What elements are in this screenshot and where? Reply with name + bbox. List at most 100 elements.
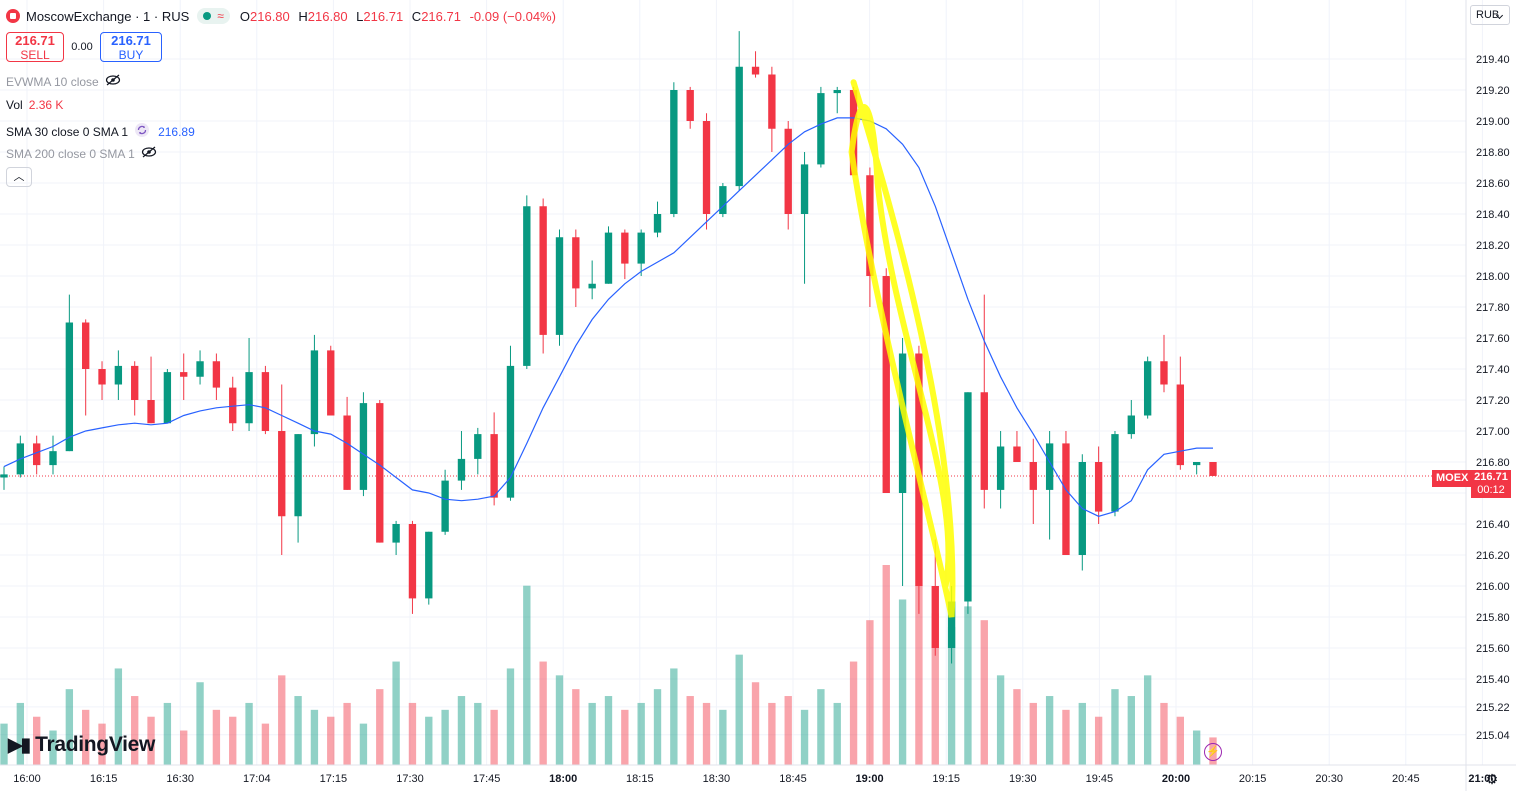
candle-body <box>506 365 515 498</box>
volume-bar <box>49 730 57 765</box>
candle-body <box>261 372 270 431</box>
x-tick-label: 18:45 <box>779 773 807 785</box>
volume-bar <box>1111 689 1119 765</box>
lightning-icon[interactable]: ⚡ <box>1204 743 1222 761</box>
volume-bar <box>588 702 596 765</box>
yellow-highlight-annotation <box>848 79 956 618</box>
volume-bar <box>702 702 711 765</box>
volume-bar <box>229 716 237 765</box>
volume-bar <box>604 696 613 765</box>
wave-icon: ≈ <box>217 9 224 23</box>
volume-bar <box>686 696 694 765</box>
bar-countdown: 00:12 <box>1477 484 1505 496</box>
x-tick-label: 16:15 <box>90 773 118 785</box>
candle-body <box>702 121 711 214</box>
volume-bar <box>1160 702 1168 765</box>
high-value: 216.80 <box>307 8 348 24</box>
candle-body <box>114 365 123 385</box>
y-tick-label: 216.20 <box>1476 550 1510 562</box>
candle-body <box>65 322 74 452</box>
volume-bar <box>980 620 988 765</box>
collapse-legend-button[interactable]: ︿ <box>6 167 32 187</box>
sell-button[interactable]: 216.71 SELL <box>6 32 64 62</box>
indicator-evwma[interactable]: EVWMA 10 close <box>6 74 121 89</box>
change-value: -0.09 (−0.04%) <box>469 8 556 24</box>
volume-bar <box>98 723 106 765</box>
low-key: L <box>356 8 364 24</box>
volume-bar <box>261 723 270 765</box>
candle-body <box>245 372 253 424</box>
candle-body <box>147 400 155 424</box>
y-tick-label: 218.80 <box>1476 147 1510 159</box>
candle-body <box>947 601 956 648</box>
indicator-sma200[interactable]: SMA 200 close 0 SMA 1 <box>6 146 157 161</box>
candle-body <box>392 524 400 543</box>
candle-body <box>1143 361 1152 416</box>
sell-price: 216.71 <box>15 33 55 48</box>
buy-button[interactable]: 216.71 BUY <box>100 32 162 62</box>
candle-body <box>425 531 433 599</box>
y-tick-label: 216.40 <box>1476 519 1510 531</box>
candle-body <box>343 415 351 490</box>
volume-bar <box>16 702 25 765</box>
x-tick-label: 17:30 <box>396 773 424 785</box>
candle-body <box>833 90 841 94</box>
candle-body <box>163 372 172 424</box>
y-tick-label: 217.20 <box>1476 395 1510 407</box>
volume-bar <box>1045 696 1054 765</box>
volume-bar <box>1127 696 1135 765</box>
eye-hidden-icon[interactable] <box>141 146 157 161</box>
indicator-sma30[interactable]: SMA 30 close 0 SMA 1 216.89 <box>6 122 195 141</box>
candle-body <box>637 232 645 264</box>
x-tick-label: 20:30 <box>1315 773 1343 785</box>
eye-hidden-icon[interactable] <box>105 74 121 89</box>
x-tick-label: 17:15 <box>320 773 348 785</box>
market-status-pill[interactable]: ≈ <box>197 8 230 24</box>
currency-select[interactable]: RUB <box>1470 5 1510 25</box>
candle-body <box>768 74 776 129</box>
exchange-tag: MOEX <box>1432 470 1473 487</box>
candle-body <box>866 175 874 276</box>
last-price-tag: 216.71 00:12 <box>1471 470 1511 498</box>
candle-body <box>1127 415 1135 435</box>
volume-bar <box>1192 730 1201 765</box>
volume-bar <box>653 689 662 765</box>
candle-body <box>523 206 531 366</box>
symbol-title[interactable]: MoscowExchange · 1 · RUS <box>26 8 190 24</box>
candle-body <box>212 361 221 388</box>
y-tick-label: 216.80 <box>1476 457 1510 469</box>
volume-bar <box>670 668 678 765</box>
volume-bar <box>180 730 188 765</box>
candle-body <box>1209 462 1217 476</box>
volume-bar <box>1062 709 1070 765</box>
candle-body <box>1111 434 1119 512</box>
x-tick-label: 19:00 <box>856 773 884 785</box>
indicator-volume[interactable]: Vol 2.36 K <box>6 98 63 112</box>
candle-body <box>1013 446 1021 462</box>
y-tick-label: 215.22 <box>1476 702 1510 714</box>
candle-body <box>588 283 596 289</box>
x-tick-label: 18:00 <box>549 773 577 785</box>
candle-body <box>441 480 449 532</box>
volume-bar <box>163 702 172 765</box>
candle-body <box>457 458 466 481</box>
chart-header: MoscowExchange · 1 · RUS ≈ O216.80 H216.… <box>6 6 561 26</box>
chart-grid <box>0 0 1483 765</box>
candle-body <box>719 186 727 214</box>
price-axis: 219.40 219.20 219.00 218.80 218.60 218.40 218.… <box>1465 0 1510 791</box>
volume-bar <box>768 702 776 765</box>
gear-icon[interactable]: ⚙ <box>1485 771 1499 787</box>
volume-bar <box>114 668 123 765</box>
indicator-evwma-label: EVWMA 10 close <box>6 74 99 89</box>
volume-bar <box>457 696 466 765</box>
tradingview-logo[interactable]: ▶▮ TradingView <box>8 733 155 757</box>
x-tick-label: 16:30 <box>166 773 194 785</box>
open-value: 216.80 <box>250 8 290 24</box>
volume-bar <box>343 702 351 765</box>
x-tick-label: 19:45 <box>1086 773 1114 785</box>
volume-bar <box>621 709 629 765</box>
candle-body <box>555 237 564 335</box>
candle-body <box>996 446 1005 490</box>
x-tick-label: 17:04 <box>243 773 271 785</box>
